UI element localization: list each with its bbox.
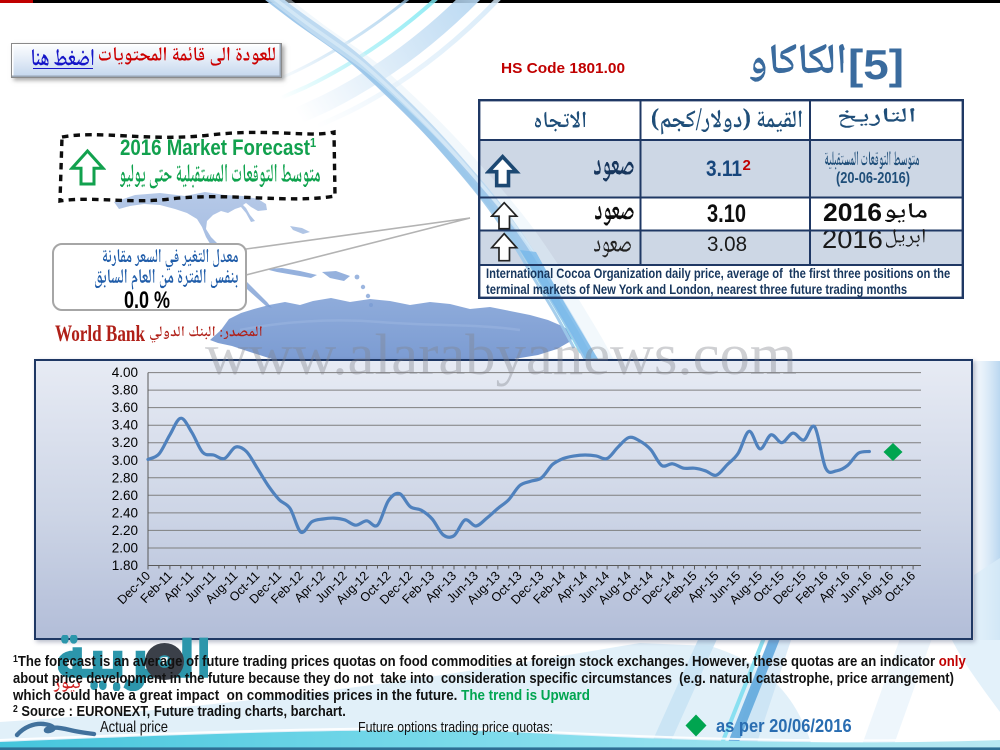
svg-text:4.00: 4.00 [112,365,138,380]
svg-text:3.60: 3.60 [112,400,138,415]
svg-text:3.20: 3.20 [112,435,138,450]
svg-text:3.80: 3.80 [112,383,138,398]
svg-text:3.40: 3.40 [112,418,138,433]
svg-text:2.60: 2.60 [112,488,138,503]
svg-text:3.00: 3.00 [112,453,138,468]
svg-text:1.80: 1.80 [112,558,138,573]
svg-text:2.40: 2.40 [112,505,138,520]
svg-text:2.80: 2.80 [112,470,138,485]
svg-text:2.20: 2.20 [112,523,138,538]
svg-text:2.00: 2.00 [112,541,138,556]
